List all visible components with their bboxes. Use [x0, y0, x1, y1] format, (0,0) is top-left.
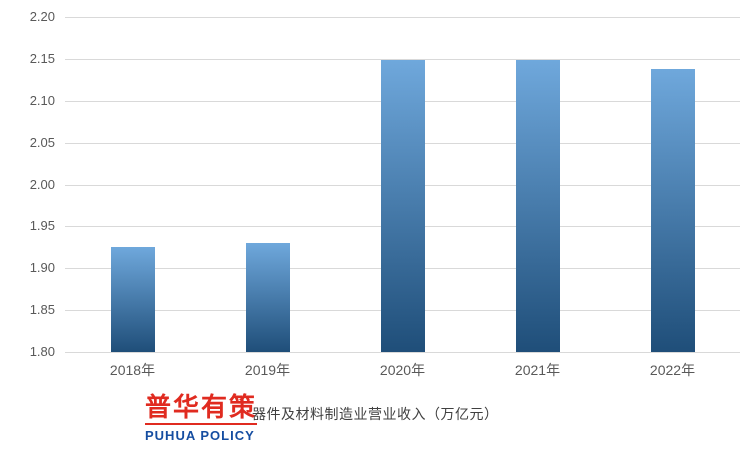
logo-text-cn: 普华有策 — [145, 394, 258, 425]
x-tick-label: 2018年 — [109, 362, 156, 378]
bar-2018年 — [110, 247, 155, 352]
gridline — [65, 352, 740, 353]
x-tick-label: 2020年 — [379, 362, 426, 378]
puhua-logo: 普华有策 PUHUA POLICY — [145, 394, 258, 443]
y-tick-label: 2.00 — [29, 176, 55, 192]
bar-2022年 — [650, 68, 695, 352]
chart-caption: 器件及材料制造业营业收入（万亿元） — [252, 406, 499, 422]
y-tick-label: 1.80 — [29, 344, 55, 359]
y-tick-label: 1.95 — [29, 218, 55, 234]
gridline — [65, 17, 740, 18]
logo-text-en: PUHUA POLICY — [145, 428, 255, 443]
x-tick-label: 2021年 — [514, 362, 561, 378]
y-tick-label: 2.05 — [29, 134, 55, 150]
bar-2019年 — [245, 243, 290, 352]
y-tick-label: 2.20 — [29, 9, 55, 24]
bar-2020年 — [380, 59, 425, 352]
y-tick-label: 2.15 — [29, 50, 55, 66]
plot-area — [65, 17, 740, 353]
x-tick-label: 2022年 — [649, 362, 696, 378]
gridline — [65, 58, 740, 60]
y-tick-label: 1.85 — [29, 302, 55, 318]
y-tick-label: 2.10 — [29, 92, 55, 108]
x-tick-label: 2019年 — [244, 362, 291, 378]
y-tick-label: 1.90 — [29, 260, 55, 276]
bar-2021年 — [515, 59, 560, 352]
